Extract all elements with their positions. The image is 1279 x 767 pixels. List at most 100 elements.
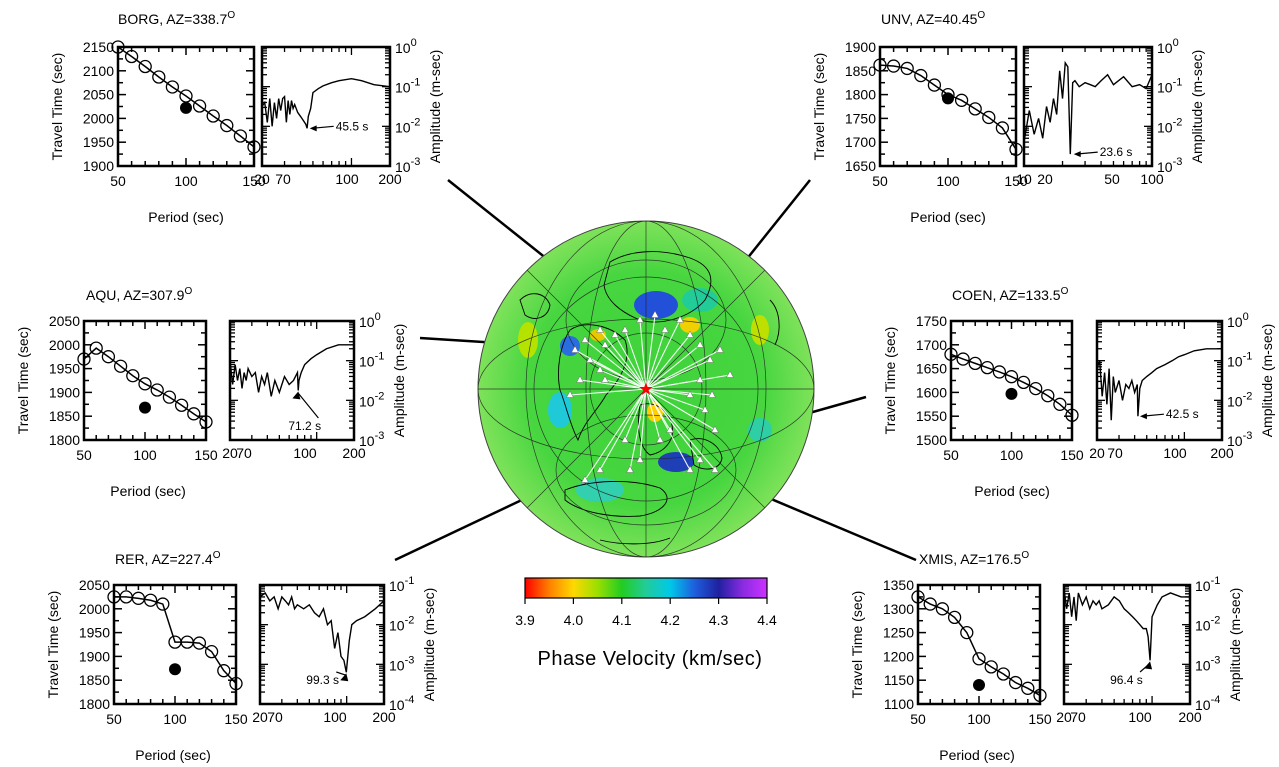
x-tick-label: 150 xyxy=(1028,711,1052,727)
travel-time-curve xyxy=(117,46,255,148)
y-tick-label: 1250 xyxy=(883,625,914,641)
predicted-point xyxy=(947,610,962,625)
predicted-point xyxy=(992,365,1007,379)
predicted-point xyxy=(935,602,950,616)
ray-path xyxy=(645,388,706,411)
travel-time-plot: 50 100 150 1500 1550 1600 1650 1700 1750 Period (… xyxy=(882,313,1084,499)
predicted-point xyxy=(192,99,207,113)
amplitude-spectrum xyxy=(259,591,385,673)
travel-time-axes xyxy=(949,319,1074,442)
colorbar-tick-label: 4.1 xyxy=(612,612,632,628)
annotation-label: 71.2 s xyxy=(288,419,321,433)
predicted-point xyxy=(217,664,231,678)
panel-title: XMIS, AZ=176.5O xyxy=(919,550,1029,567)
panel-rer: RER, AZ=227.4O 50 100 150 1800 1850 1900 1950 20… xyxy=(45,550,437,763)
y-axis-label: Travel Time (sec) xyxy=(49,53,65,161)
y-tick-label: 2000 xyxy=(83,110,114,126)
x-tick-label: 200 xyxy=(1178,709,1202,725)
y-axis-label: Travel Time (sec) xyxy=(811,53,827,161)
station-triangle xyxy=(696,375,704,383)
y-tick-label: 2050 xyxy=(79,577,110,593)
panel-title-azimuth: 40.45 xyxy=(942,11,977,27)
y-tick-base: 10 xyxy=(1195,657,1211,673)
y-tick-base: 10 xyxy=(1195,618,1211,634)
colorbar-tick-label: 4.3 xyxy=(709,612,729,628)
panel-title-azimuth: 133.5 xyxy=(1026,287,1061,303)
predicted-point xyxy=(1041,389,1055,403)
x-tick-label: 100 xyxy=(163,711,187,727)
predicted-point xyxy=(187,407,201,421)
panel-title-prefix: UNV, AZ= xyxy=(881,11,942,27)
y-axis-label: Travel Time (sec) xyxy=(45,591,61,699)
y-tick-exponent: 0 xyxy=(1243,311,1249,323)
predicted-point xyxy=(956,352,970,366)
y-tick-base: 10 xyxy=(395,40,411,56)
travel-time-curve xyxy=(83,347,207,423)
predicted-point xyxy=(1053,397,1067,411)
annotation-label: 99.3 s xyxy=(306,673,339,687)
predicted-point xyxy=(1065,408,1079,422)
x-tick-label: 100 xyxy=(133,447,157,463)
annotation-label: 96.4 s xyxy=(1110,673,1143,687)
x-tick-label: 70 xyxy=(236,445,252,461)
y-tick-label: 1900 xyxy=(49,384,80,400)
colorbar-tick-label: 4.4 xyxy=(757,612,777,628)
y-tick-label: 1850 xyxy=(49,408,80,424)
y-axis-label: Travel Time (sec) xyxy=(15,327,31,435)
x-tick-label: 150 xyxy=(194,447,218,463)
predicted-point xyxy=(192,636,207,650)
amplitude-axis-label: Amplitude (m-sec) xyxy=(1189,50,1205,164)
predicted-point xyxy=(77,352,91,366)
travel-time-curve xyxy=(950,353,1073,416)
y-tick-exponent: -1 xyxy=(1211,575,1221,587)
arrow-head xyxy=(1139,413,1147,420)
predicted-point xyxy=(199,415,213,429)
predicted-point xyxy=(247,140,261,154)
predicted-point xyxy=(900,61,914,76)
station-triangle xyxy=(596,325,604,333)
x-axis-label: Period (sec) xyxy=(939,747,1014,763)
panel-title-prefix: RER, AZ= xyxy=(115,551,178,567)
y-tick-label: 10-1 xyxy=(1195,575,1220,594)
y-tick-label: 1800 xyxy=(49,432,80,448)
predicted-point xyxy=(143,593,158,607)
x-tick-label: 20 xyxy=(254,171,270,187)
y-tick-label: 1350 xyxy=(883,577,914,593)
station-triangle xyxy=(566,390,574,398)
ray-path xyxy=(645,359,711,390)
station-triangle xyxy=(686,330,694,338)
amplitude-spectrum xyxy=(1023,60,1153,155)
arrow-head xyxy=(1073,151,1081,158)
degree-sign: O xyxy=(977,10,985,21)
x-tick-label: 100 xyxy=(1128,709,1152,725)
y-tick-label: 1900 xyxy=(83,158,114,174)
predicted-point xyxy=(150,383,164,397)
station-triangle xyxy=(601,340,609,348)
x-tick-label: 100 xyxy=(1163,445,1187,461)
amplitude-axis-label: Amplitude (m-sec) xyxy=(1227,588,1243,702)
y-tick-exponent: -2 xyxy=(375,390,385,402)
station-triangle xyxy=(621,435,629,443)
amplitude-axis-label: Amplitude (m-sec) xyxy=(1259,324,1275,438)
x-tick-label: 50 xyxy=(106,711,122,727)
travel-time-curve xyxy=(917,596,1041,697)
station-triangle xyxy=(701,405,709,413)
ray-path xyxy=(604,344,647,390)
ray-paths xyxy=(569,314,731,481)
y-tick-exponent: -1 xyxy=(411,77,421,89)
predicted-point xyxy=(914,68,928,83)
amplitude-spectrum xyxy=(261,78,391,129)
velocity-anomaly-cyan xyxy=(748,418,772,442)
station-triangle xyxy=(661,325,669,333)
travel-time-plot: 50 100 150 1900 1950 2000 2050 2100 2150 Period (… xyxy=(49,39,266,225)
y-tick-label: 1950 xyxy=(49,361,80,377)
predicted-point xyxy=(968,102,982,116)
y-tick-base: 10 xyxy=(395,119,411,135)
y-tick-exponent: -1 xyxy=(405,575,415,587)
amplitude-axes xyxy=(1095,319,1224,442)
